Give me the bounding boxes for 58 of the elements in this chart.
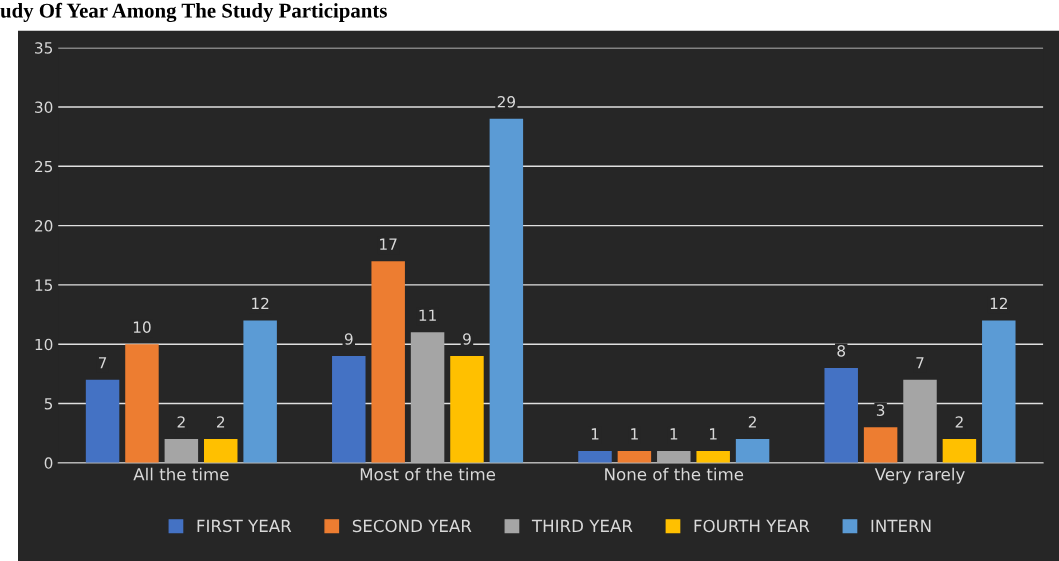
bar <box>450 356 484 463</box>
data-label: 2 <box>177 416 185 428</box>
bar <box>696 450 730 463</box>
bar <box>410 332 445 463</box>
data-label: 29 <box>497 96 516 108</box>
data-label: 12 <box>990 297 1007 309</box>
y-tick-label: 25 <box>35 160 53 173</box>
bar <box>982 320 1016 463</box>
legend-label: INTERN <box>871 519 931 532</box>
y-tick-label: 15 <box>35 279 53 291</box>
data-label: 17 <box>380 238 397 250</box>
data-label: 2 <box>955 416 963 428</box>
y-tick-label: 0 <box>44 457 53 469</box>
data-label: 7 <box>98 357 107 369</box>
x-tick-label: All the time <box>133 467 229 481</box>
y-tick-label: 30 <box>35 101 53 114</box>
bar <box>735 439 770 463</box>
chart-title: udy Of Year Among The Study Participants <box>0 2 387 23</box>
data-label: 12 <box>252 297 269 309</box>
bar <box>942 439 977 463</box>
bar <box>903 379 937 463</box>
data-label: 1 <box>710 428 717 440</box>
bar <box>657 450 691 463</box>
data-label: 1 <box>670 428 678 440</box>
x-tick-label: Most of the time <box>360 467 496 481</box>
legend-label: THIRD YEAR <box>531 519 633 532</box>
bar <box>164 439 199 463</box>
data-label: 11 <box>419 309 436 321</box>
bar <box>243 320 277 463</box>
bar <box>824 367 858 463</box>
bar <box>617 450 652 463</box>
bar <box>204 439 238 463</box>
data-label: 2 <box>748 416 756 428</box>
data-label: 3 <box>876 404 885 416</box>
bar <box>489 118 524 463</box>
y-tick-label: 10 <box>35 338 53 351</box>
x-tick-label: None of the time <box>605 467 744 481</box>
data-label: 2 <box>217 416 225 428</box>
legend-label: FIRST YEAR <box>197 519 292 533</box>
data-label: 1 <box>591 428 599 440</box>
data-label: 10 <box>133 321 151 333</box>
bar <box>85 379 120 463</box>
bar <box>863 427 898 463</box>
bar <box>332 356 366 463</box>
data-label: 9 <box>344 333 353 345</box>
data-label: 1 <box>631 428 638 440</box>
data-label: 8 <box>837 345 846 357</box>
legend-label: FOURTH YEAR <box>694 519 810 533</box>
y-tick-label: 35 <box>35 42 53 54</box>
bar <box>578 450 612 463</box>
data-label: 7 <box>916 357 924 369</box>
x-tick-label: Very rarely <box>874 467 965 484</box>
data-label: 9 <box>463 333 471 345</box>
bar <box>371 261 405 463</box>
legend-label: SECOND YEAR <box>352 519 472 533</box>
y-tick-label: 20 <box>35 220 53 232</box>
y-tick-label: 5 <box>44 398 53 410</box>
bar <box>125 344 159 463</box>
